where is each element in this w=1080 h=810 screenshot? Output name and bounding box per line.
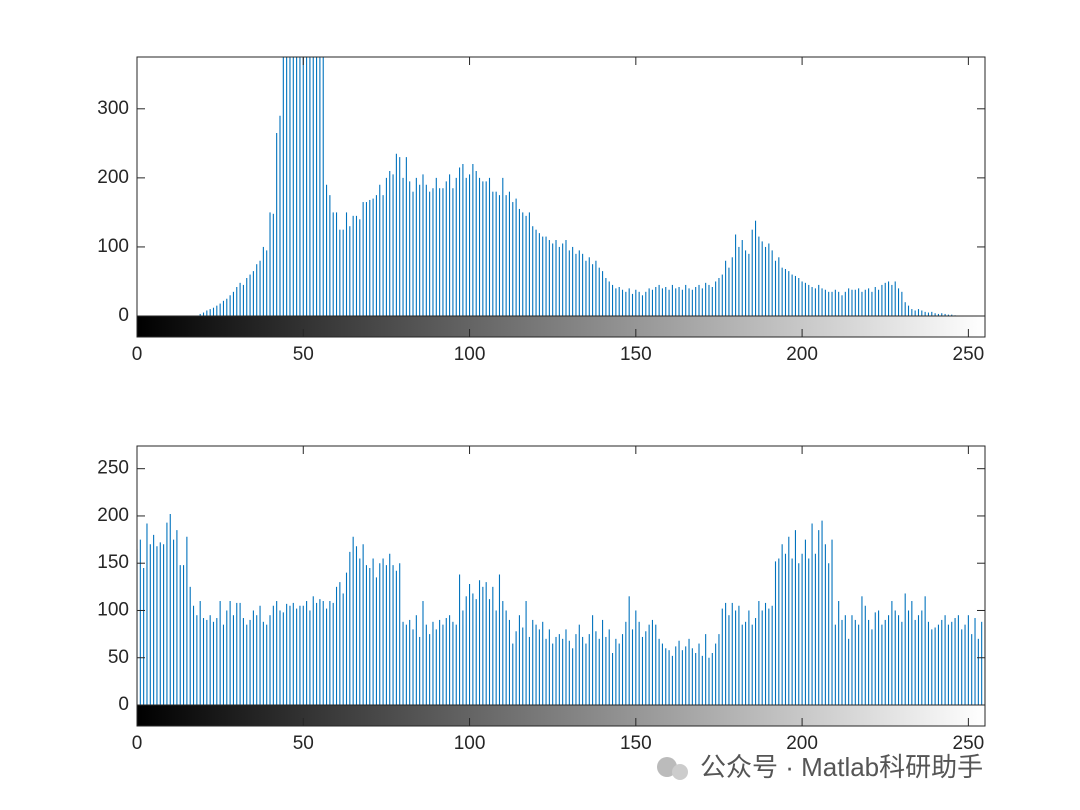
x-tick-label: 200	[786, 733, 818, 754]
colorbar	[136, 315, 986, 338]
x-tick-label: 150	[620, 733, 652, 754]
y-tick-label: 100	[97, 236, 129, 257]
axes-box	[136, 56, 986, 338]
y-tick-label: 200	[97, 167, 129, 188]
x-tick-label: 100	[454, 344, 486, 365]
x-tick-label: 250	[953, 344, 985, 365]
plot-area	[137, 57, 985, 316]
x-tick-label: 0	[132, 344, 143, 365]
x-tick-label: 250	[953, 733, 985, 754]
y-tick-label: 200	[97, 505, 129, 526]
y-tick-label: 300	[97, 98, 129, 119]
y-tick-label: 150	[97, 552, 129, 573]
y-tick-label: 250	[97, 458, 129, 479]
y-tick-label: 100	[97, 599, 129, 620]
x-tick-label: 200	[786, 344, 818, 365]
y-tick-label: 0	[118, 305, 129, 326]
watermark: 公众号 · Matlab科研助手	[700, 752, 983, 782]
data-group	[137, 514, 985, 705]
colorbar	[136, 704, 986, 727]
watermark-group: 公众号 · Matlab科研助手	[657, 752, 983, 782]
x-tick-label: 50	[293, 733, 314, 754]
x-tick-label: 50	[293, 344, 314, 365]
data-group	[199, 57, 956, 316]
watermark-icon	[672, 764, 688, 780]
y-tick-label: 50	[108, 647, 129, 668]
x-tick-label: 150	[620, 344, 652, 365]
y-tick-label: 0	[118, 694, 129, 715]
axes-box	[136, 445, 986, 727]
x-tick-label: 0	[132, 733, 143, 754]
x-tick-label: 100	[454, 733, 486, 754]
plot-area	[137, 446, 985, 705]
